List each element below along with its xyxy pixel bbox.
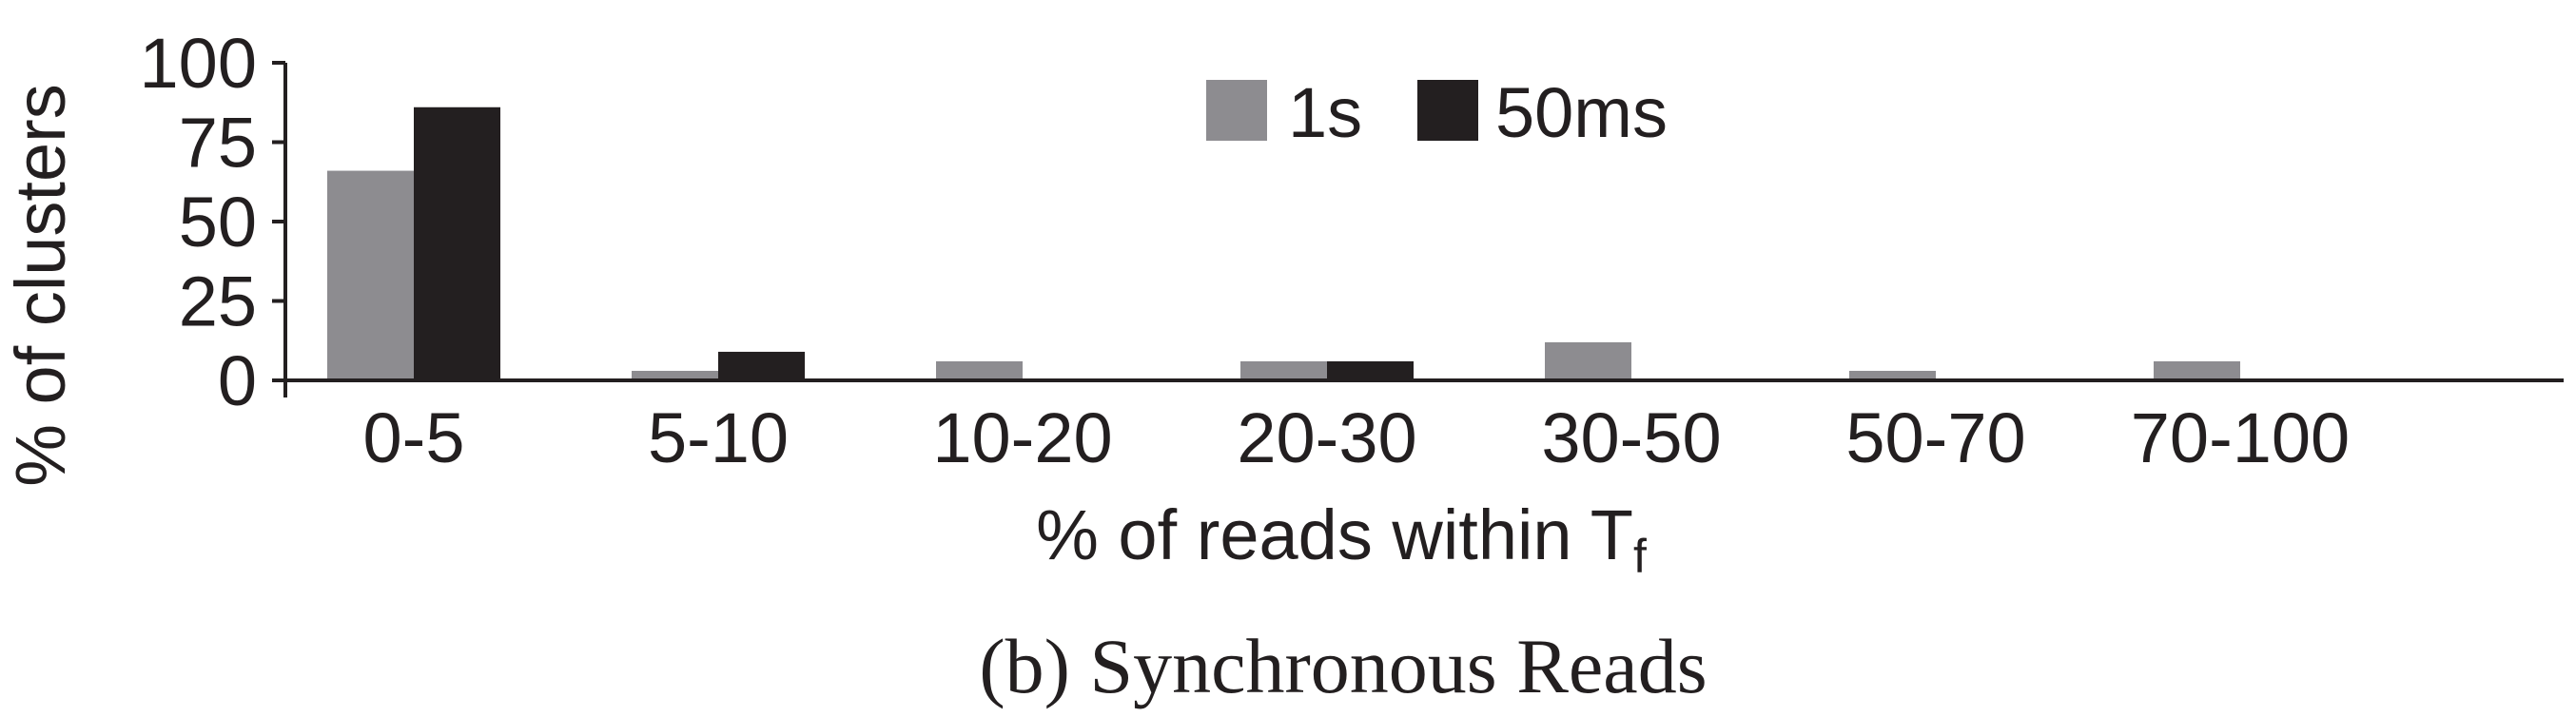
bar-1s-70-100 — [2154, 360, 2240, 380]
y-tick-label: 75 — [179, 104, 257, 183]
legend-label-50ms: 50ms — [1495, 73, 1668, 152]
y-tick-label: 50 — [179, 183, 257, 262]
x-tick-label: 20-30 — [1237, 398, 1416, 477]
x-tick-label: 5-10 — [648, 398, 789, 477]
bar-50ms-20-30 — [1327, 360, 1414, 380]
x-tick-label: 70-100 — [2131, 398, 2350, 477]
legend-swatch-1s — [1206, 80, 1267, 141]
x-tick-label: 30-50 — [1541, 398, 1721, 477]
bar-1s-0-5 — [327, 170, 414, 380]
x-axis-label-main: % of reads within T — [1036, 495, 1633, 574]
x-axis-label-subscript: f — [1633, 530, 1647, 583]
figure-caption: (b) Synchronous Reads — [979, 623, 1707, 709]
y-tick-label: 0 — [218, 341, 257, 420]
x-axis-label: % of reads within Tf — [1036, 495, 1647, 583]
x-tick-label: 50-70 — [1845, 398, 2025, 477]
y-axis-label: % of clusters — [1, 84, 80, 487]
bars — [327, 107, 2240, 380]
bar-1s-30-50 — [1545, 341, 1631, 380]
bar-1s-20-30 — [1240, 360, 1327, 380]
x-tick-label: 10-20 — [932, 398, 1112, 477]
legend-swatch-50ms — [1417, 80, 1478, 141]
bar-1s-50-70 — [1849, 370, 1936, 380]
x-tick-label: 0-5 — [363, 398, 465, 477]
bar-1s-10-20 — [936, 360, 1023, 380]
y-tick-label: 100 — [140, 24, 257, 103]
x-axis-ticks: 0-5 5-10 10-20 20-30 30-50 50-70 70-100 — [363, 398, 2351, 477]
bar-1s-5-10 — [632, 370, 718, 380]
legend-label-1s: 1s — [1288, 73, 1362, 152]
legend: 1s 50ms — [1206, 73, 1668, 152]
bar-50ms-0-5 — [414, 107, 500, 380]
y-tick-label: 25 — [179, 262, 257, 341]
bar-50ms-5-10 — [718, 351, 805, 380]
